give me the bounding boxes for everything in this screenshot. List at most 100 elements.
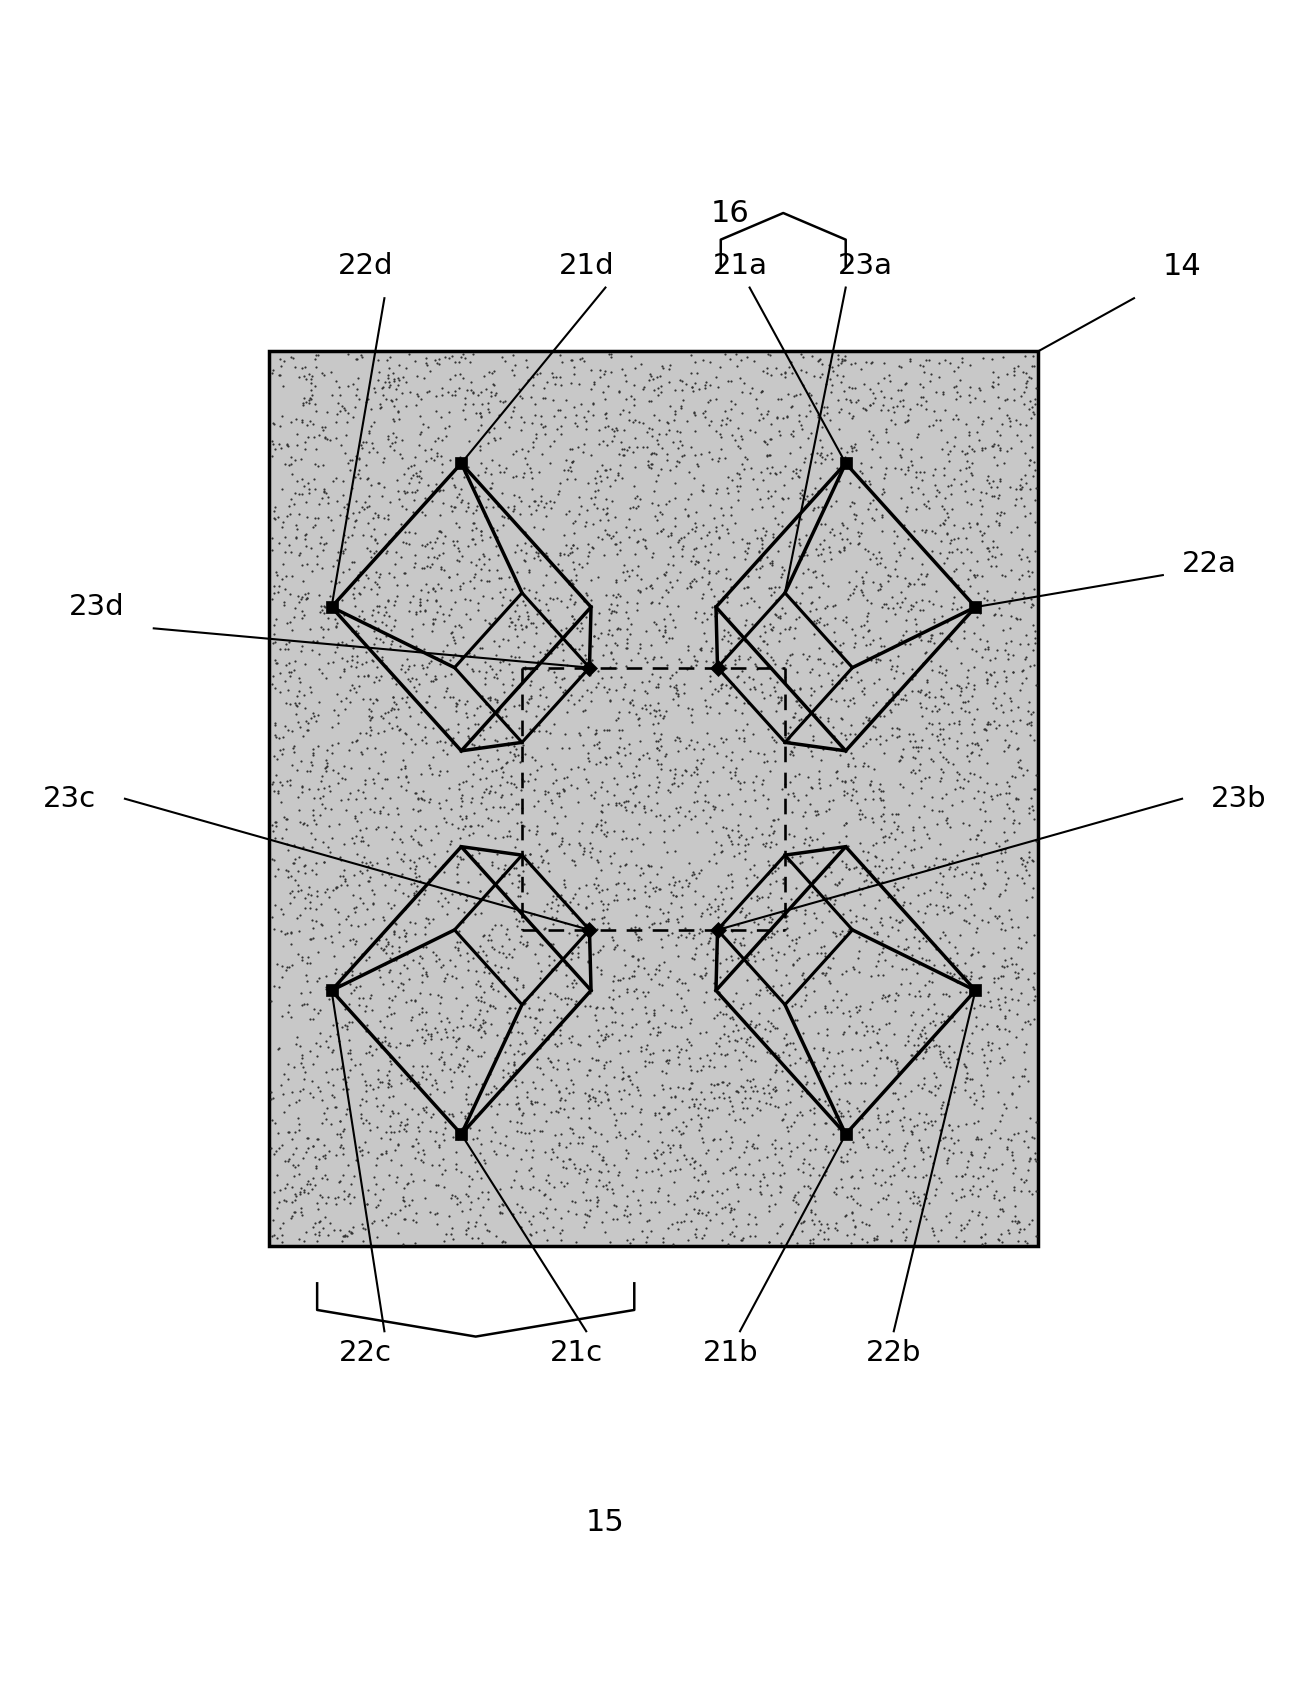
Point	[1008, 353, 1029, 380]
Point	[387, 712, 408, 740]
Point	[912, 1138, 933, 1166]
Point	[605, 707, 626, 734]
Point	[897, 400, 918, 428]
Point	[852, 709, 873, 736]
Point	[741, 1101, 762, 1128]
Point	[804, 515, 825, 542]
Point	[420, 358, 440, 385]
Point	[336, 503, 357, 530]
Point	[348, 1133, 369, 1160]
Point	[804, 1094, 825, 1121]
Point	[601, 487, 622, 515]
Point	[301, 673, 322, 700]
Point	[720, 861, 741, 888]
Point	[910, 622, 931, 649]
Point	[935, 484, 955, 511]
Point	[450, 443, 471, 470]
Point	[1022, 699, 1043, 726]
Point	[613, 734, 634, 762]
Point	[796, 1080, 817, 1108]
Point	[766, 586, 787, 613]
Point	[698, 1137, 719, 1164]
Point	[575, 579, 596, 607]
Point	[454, 898, 474, 925]
Point	[601, 622, 622, 649]
Point	[413, 1097, 434, 1125]
Point	[515, 445, 536, 472]
Point	[901, 596, 921, 624]
Point	[648, 697, 669, 724]
Point	[431, 574, 452, 602]
Point	[914, 765, 935, 792]
Point	[578, 530, 599, 557]
Point	[584, 784, 605, 811]
Point	[298, 1167, 319, 1195]
Point	[1021, 1181, 1042, 1208]
Point	[938, 1033, 959, 1060]
Point	[753, 782, 774, 809]
Point	[269, 1135, 290, 1162]
Point	[1012, 864, 1033, 891]
Point	[298, 942, 319, 970]
Point	[274, 806, 295, 833]
Point	[316, 426, 337, 453]
Point	[855, 630, 876, 658]
Point	[405, 458, 426, 486]
Point	[622, 556, 643, 583]
Point	[670, 649, 691, 676]
Point	[708, 445, 729, 472]
Point	[286, 467, 307, 494]
Point	[505, 743, 525, 770]
Point	[813, 734, 834, 762]
Point	[651, 518, 672, 545]
Point	[613, 441, 634, 469]
Point	[761, 757, 782, 784]
Point	[971, 644, 992, 671]
Point	[289, 1085, 310, 1113]
Point	[506, 854, 527, 881]
Point	[566, 987, 587, 1014]
Point	[985, 716, 1006, 743]
Point	[566, 533, 587, 561]
Point	[732, 716, 753, 743]
Point	[656, 441, 677, 469]
Point	[808, 542, 829, 569]
Point	[933, 455, 954, 482]
Point	[397, 769, 418, 796]
Point	[1008, 694, 1029, 721]
Point	[737, 343, 758, 370]
Point	[481, 584, 502, 612]
Point	[988, 431, 1009, 458]
Point	[450, 475, 471, 503]
Point	[627, 639, 648, 666]
Point	[847, 1094, 868, 1121]
Point	[280, 767, 301, 794]
Point	[331, 1123, 352, 1150]
Point	[763, 1075, 784, 1102]
Point	[469, 433, 490, 460]
Point	[499, 612, 520, 639]
Point	[455, 886, 476, 913]
Point	[809, 1162, 830, 1189]
Point	[677, 976, 698, 1004]
Point	[459, 1063, 480, 1091]
Point	[887, 838, 908, 866]
Point	[442, 1074, 463, 1101]
Point	[712, 1068, 733, 1096]
Point	[468, 811, 489, 838]
Point	[558, 1024, 579, 1051]
Point	[489, 1176, 510, 1203]
Point	[732, 525, 753, 552]
Point	[686, 499, 707, 527]
Point	[405, 779, 426, 806]
Point	[336, 796, 357, 823]
Point	[448, 481, 469, 508]
Point	[793, 1208, 814, 1235]
Point	[523, 1137, 544, 1164]
Point	[1025, 629, 1046, 656]
Point	[501, 404, 521, 431]
Point	[335, 695, 356, 722]
Point	[531, 1026, 552, 1053]
Point	[916, 346, 937, 373]
Point	[731, 1072, 752, 1099]
